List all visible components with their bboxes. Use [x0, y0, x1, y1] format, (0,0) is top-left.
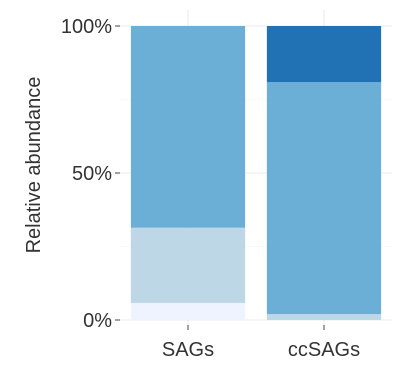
axes: 0% 50% 100% SAGs ccSAGs [61, 16, 360, 361]
bar-segment-ccsags-2 [266, 314, 382, 320]
bar-segment-sags-2 [130, 227, 246, 303]
bars [130, 26, 382, 320]
x-tick-label: ccSAGs [288, 339, 360, 361]
bar-segment-sags-1 [130, 302, 246, 320]
y-tick-label: 0% [83, 310, 112, 332]
bar-segment-sags-3 [130, 26, 246, 228]
y-tick-label: 100% [61, 16, 112, 38]
bar-segment-ccsags-3 [266, 82, 382, 315]
y-tick-label: 50% [72, 163, 112, 185]
x-tick-label: SAGs [162, 339, 214, 361]
y-axis-title: Relative abundance [23, 77, 45, 254]
bar-segment-ccsags-4 [266, 26, 382, 83]
